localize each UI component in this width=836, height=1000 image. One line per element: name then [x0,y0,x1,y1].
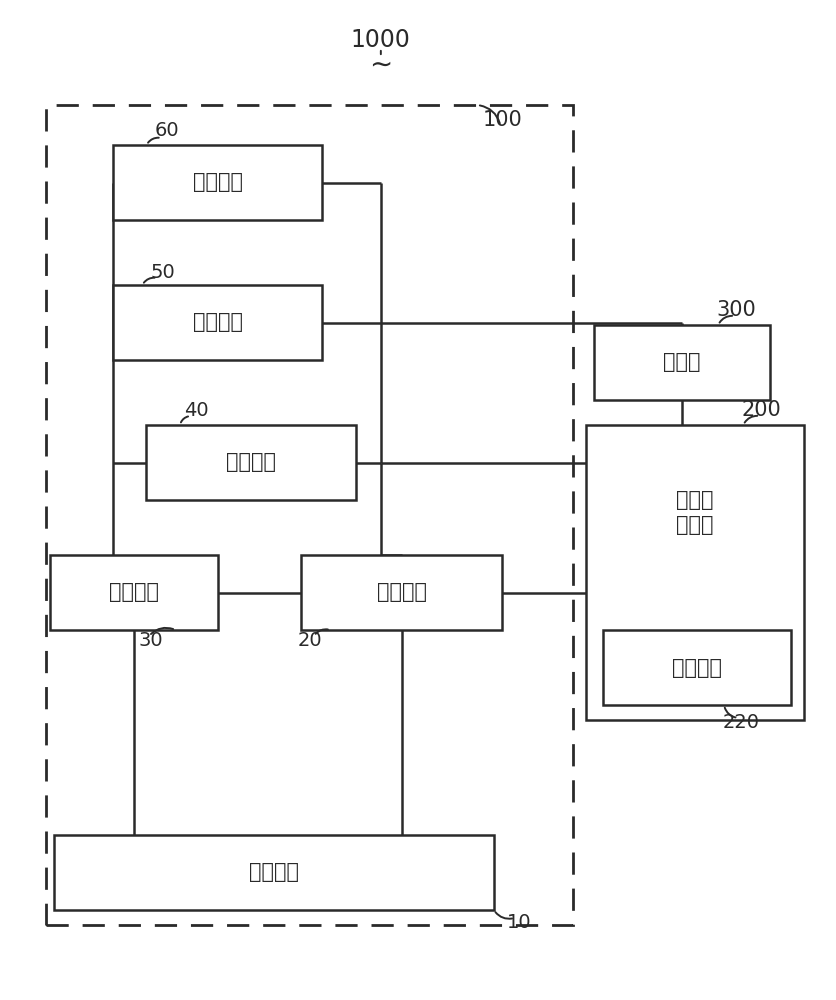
Text: 控制面板: 控制面板 [671,658,721,678]
Bar [113,145,322,220]
Text: 220: 220 [721,712,758,732]
Text: 整车控
制系统: 整车控 制系统 [675,490,712,535]
Text: 1000: 1000 [350,28,410,52]
Text: 50: 50 [150,262,176,282]
Bar [113,285,322,360]
Text: ∼: ∼ [369,51,392,79]
Text: 采集模块: 采集模块 [226,452,276,473]
Text: 直流电源: 直流电源 [249,862,298,882]
Text: 开关模块: 开关模块 [109,582,159,602]
Bar [46,105,573,925]
Bar [585,425,803,720]
Text: 60: 60 [155,120,180,139]
Bar [54,835,493,910]
Bar [602,630,790,705]
Text: 100: 100 [482,110,522,130]
Bar [50,555,217,630]
Bar [594,325,769,400]
Text: 通讯模块: 通讯模块 [192,312,242,332]
Bar [301,555,502,630]
Text: 20: 20 [297,631,322,650]
Text: 电池组: 电池组 [663,353,700,372]
Text: 300: 300 [716,300,756,320]
Text: 200: 200 [741,400,781,420]
Text: 定位模块: 定位模块 [192,172,242,192]
Text: 30: 30 [138,631,163,650]
Text: 10: 10 [506,912,531,932]
Text: 40: 40 [184,400,209,420]
Bar [146,425,355,500]
Text: 控制模块: 控制模块 [376,582,426,602]
